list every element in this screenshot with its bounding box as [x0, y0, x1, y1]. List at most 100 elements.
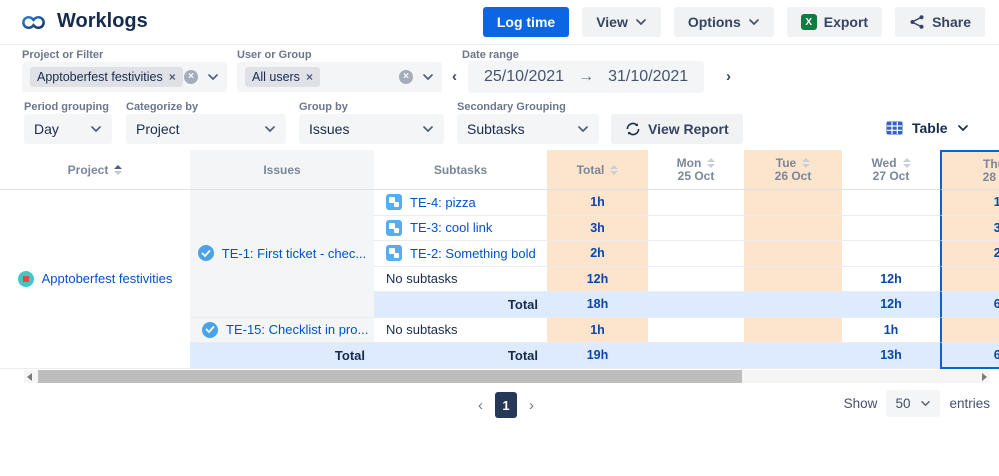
view-button[interactable]: View — [582, 7, 661, 37]
project-filter-field[interactable]: Apptoberfest festivities × × — [22, 62, 227, 92]
column-header-thu[interactable]: Thu 28 Oct — [940, 150, 999, 190]
day-date: 27 Oct — [872, 168, 910, 183]
categorize-by-label: Categorize by — [126, 101, 199, 113]
close-icon[interactable]: × — [168, 70, 176, 84]
issue-link[interactable]: TE-1: First ticket - chec... — [221, 245, 367, 261]
chevron-down-icon[interactable] — [207, 73, 219, 81]
excel-icon: X — [800, 14, 817, 30]
table-grid-icon — [886, 121, 903, 135]
issues-header-label: Issues — [263, 162, 301, 177]
top-bar: Worklogs Log time View Options X Export — [0, 0, 999, 44]
scrollbar-thumb[interactable] — [38, 370, 742, 383]
current-page-button[interactable]: 1 — [495, 392, 517, 418]
categorize-by-value: Project — [136, 121, 180, 137]
column-header-subtasks[interactable]: Subtasks — [374, 150, 547, 190]
day-cell-wed: 12h — [842, 266, 940, 292]
date-range-label: Date range — [462, 49, 519, 61]
day-name: Mon — [676, 155, 702, 170]
project-chip-label: Apptoberfest festivities — [37, 70, 163, 84]
day-name: Tue — [775, 155, 797, 170]
task-icon — [197, 245, 214, 262]
clear-icon[interactable]: × — [184, 70, 198, 84]
horizontal-scrollbar[interactable] — [24, 370, 990, 383]
date-next-button[interactable]: › — [726, 68, 731, 85]
export-button[interactable]: X Export — [786, 7, 883, 37]
project-filter-label: Project or Filter — [22, 49, 104, 61]
close-icon[interactable]: × — [305, 70, 313, 84]
options-button[interactable]: Options — [673, 7, 774, 37]
day-cell-tue — [744, 317, 842, 343]
day-cell-thu: 2h — [940, 241, 999, 267]
scroll-left-icon[interactable] — [27, 373, 32, 381]
page-next-icon[interactable]: › — [529, 396, 534, 414]
day-cell-tue — [744, 266, 842, 292]
view-report-button[interactable]: View Report — [611, 114, 743, 144]
day-cell-thu: 1h — [940, 190, 999, 216]
view-mode-label: Table — [912, 120, 948, 136]
issue-cell-te1: TE-1: First ticket - chec... — [190, 190, 374, 318]
column-header-project[interactable]: Project — [0, 150, 190, 190]
group-by-value: Issues — [309, 121, 350, 137]
view-report-label: View Report — [648, 121, 729, 137]
export-label: Export — [823, 14, 869, 30]
column-header-mon[interactable]: Mon 25 Oct — [648, 150, 744, 190]
view-mode-control[interactable]: Table — [886, 120, 969, 136]
group-by-select[interactable]: Issues — [299, 114, 444, 144]
column-header-tue[interactable]: Tue 26 Oct — [744, 150, 842, 190]
share-label: Share — [932, 14, 971, 30]
date-from[interactable]: 25/10/2021 — [484, 68, 565, 85]
project-link[interactable]: Apptoberfest festivities — [41, 271, 173, 287]
subtask-icon — [386, 194, 402, 211]
log-time-label: Log time — [496, 14, 556, 30]
share-button[interactable]: Share — [895, 7, 985, 37]
header-divider — [0, 44, 999, 45]
chevron-down-icon — [635, 19, 646, 26]
day-date: 26 Oct — [774, 168, 812, 183]
scroll-right-icon[interactable] — [982, 373, 987, 381]
subtotal-value-cell: 18h — [547, 292, 648, 318]
chevron-down-icon — [91, 126, 101, 133]
log-time-button[interactable]: Log time — [482, 7, 570, 37]
subtask-link[interactable]: TE-3: cool link — [410, 220, 493, 236]
user-filter-chip[interactable]: All users × — [245, 67, 320, 87]
project-cell: Apptoberfest festivities — [0, 190, 190, 369]
sort-arrows-icon — [707, 158, 716, 168]
subtask-link[interactable]: TE-2: Something bold — [410, 245, 536, 261]
day-cell-tue — [744, 241, 842, 267]
secondary-grouping-select[interactable]: Subtasks — [457, 114, 599, 144]
date-to[interactable]: 31/10/2021 — [608, 68, 689, 85]
group-by-label: Group by — [299, 101, 348, 113]
day-cell-thu — [940, 266, 999, 292]
user-filter-field[interactable]: All users × × — [237, 62, 442, 92]
chevron-down-icon — [957, 125, 968, 132]
issue-link[interactable]: TE-15: Checklist in pro... — [226, 322, 369, 338]
column-header-wed[interactable]: Wed 27 Oct — [842, 150, 940, 190]
user-chip-label: All users — [252, 70, 300, 84]
date-range-field[interactable]: 25/10/2021 → 31/10/2021 — [468, 61, 705, 93]
page-size-select[interactable]: 50 — [886, 390, 941, 417]
period-grouping-select[interactable]: Day — [24, 114, 112, 144]
clear-icon[interactable]: × — [399, 70, 413, 84]
sort-arrows-icon — [610, 164, 619, 175]
chevron-down-icon[interactable] — [422, 73, 434, 81]
page-size-control: Show 50 entries — [844, 390, 990, 417]
total-header-label: Total — [576, 162, 605, 177]
subtask-link[interactable]: TE-4: pizza — [410, 194, 476, 210]
project-filter-chip[interactable]: Apptoberfest festivities × — [30, 67, 183, 87]
subtotal-label: Total — [374, 292, 547, 318]
project-avatar-icon — [17, 270, 34, 287]
day-cell-mon — [648, 317, 744, 343]
day-cell-tue — [744, 215, 842, 241]
date-prev-button[interactable]: ‹ — [452, 68, 457, 85]
day-cell-thu: 3h — [940, 215, 999, 241]
day-cell-wed: 13h — [842, 343, 940, 369]
period-grouping-value: Day — [34, 121, 59, 137]
day-cell-wed — [842, 241, 940, 267]
refresh-icon — [626, 122, 640, 136]
column-header-issues[interactable]: Issues — [190, 150, 374, 190]
column-header-total[interactable]: Total — [547, 150, 648, 190]
categorize-by-select[interactable]: Project — [126, 114, 286, 144]
options-label: Options — [687, 14, 741, 30]
day-name: Wed — [871, 155, 897, 170]
page-prev-icon[interactable]: ‹ — [478, 396, 483, 414]
